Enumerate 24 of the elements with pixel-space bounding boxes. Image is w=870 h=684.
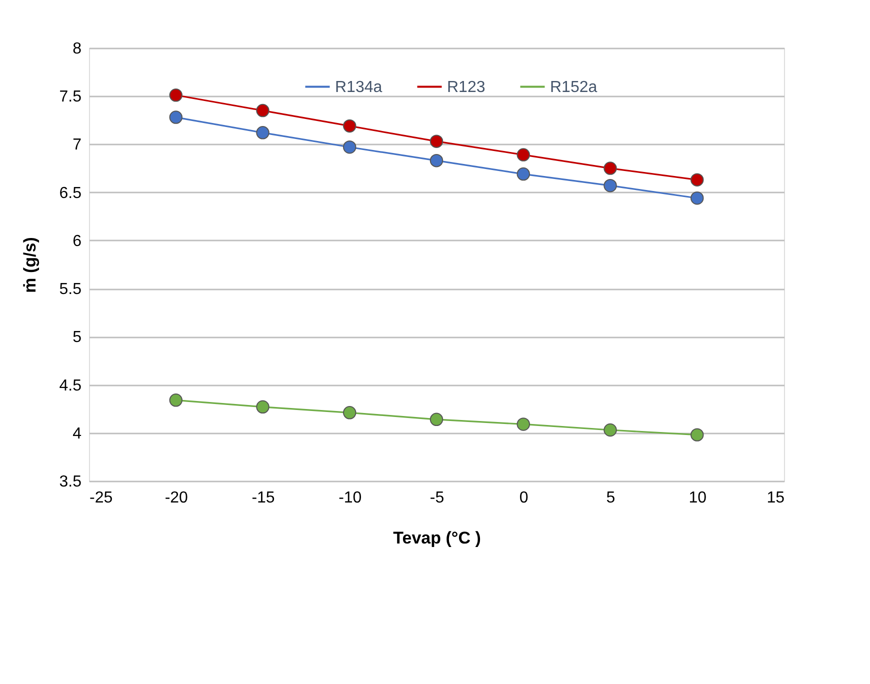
legend-label: R123 — [447, 78, 486, 96]
y-tick-label: 7.5 — [59, 88, 82, 106]
y-tick-label: 4.5 — [59, 377, 82, 394]
y-axis-title: ṁ (g/s) — [20, 237, 40, 293]
y-tick-label: 5 — [72, 329, 82, 346]
x-tick-label: 15 — [766, 490, 785, 506]
x-tick-label: 0 — [519, 490, 528, 506]
legend-label: R152a — [550, 78, 598, 96]
y-tick-label: 6 — [72, 232, 82, 250]
y-tick-label: 6.5 — [59, 184, 82, 202]
x-tick-label: -25 — [90, 490, 113, 506]
x-axis-title: Tevap (°C ) — [393, 528, 481, 548]
x-tick-label: 10 — [688, 490, 707, 506]
y-tick-label: 8 — [72, 40, 82, 58]
legend-label: R134a — [335, 78, 382, 96]
y-tick-label: 4 — [72, 425, 82, 442]
y-tick-label: 3.5 — [59, 474, 82, 490]
x-tick-label: 5 — [606, 490, 616, 506]
y-tick-label: 7 — [72, 136, 82, 154]
x-tick-label: -5 — [430, 490, 444, 506]
x-tick-label: -15 — [252, 490, 275, 506]
y-tick-label: 5.5 — [59, 281, 82, 298]
x-tick-label: -20 — [164, 490, 188, 506]
x-tick-label: -10 — [338, 490, 362, 506]
